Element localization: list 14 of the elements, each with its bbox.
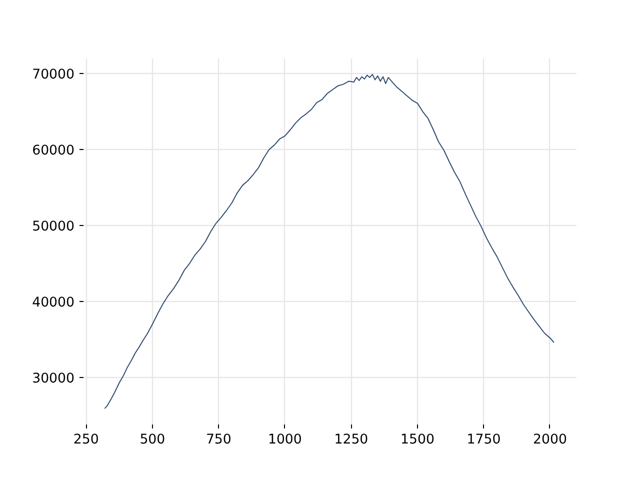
x-tick-label: 1500 bbox=[400, 432, 434, 448]
x-tick-label: 1250 bbox=[334, 432, 368, 448]
x-tick-label: 1750 bbox=[466, 432, 501, 448]
x-tick-label: 250 bbox=[73, 432, 99, 448]
y-tick-label: 60000 bbox=[32, 144, 75, 159]
x-tick-label: 750 bbox=[206, 432, 232, 448]
x-tick-label: 500 bbox=[140, 432, 166, 448]
y-tick-label: 30000 bbox=[32, 371, 75, 386]
y-tick-label: 50000 bbox=[32, 220, 75, 235]
y-tick-label: 70000 bbox=[32, 68, 75, 83]
y-tick-label: 40000 bbox=[32, 295, 75, 310]
x-tick-label: 1000 bbox=[268, 432, 302, 448]
x-tick-label: 2000 bbox=[533, 432, 567, 448]
line-series bbox=[104, 74, 554, 410]
